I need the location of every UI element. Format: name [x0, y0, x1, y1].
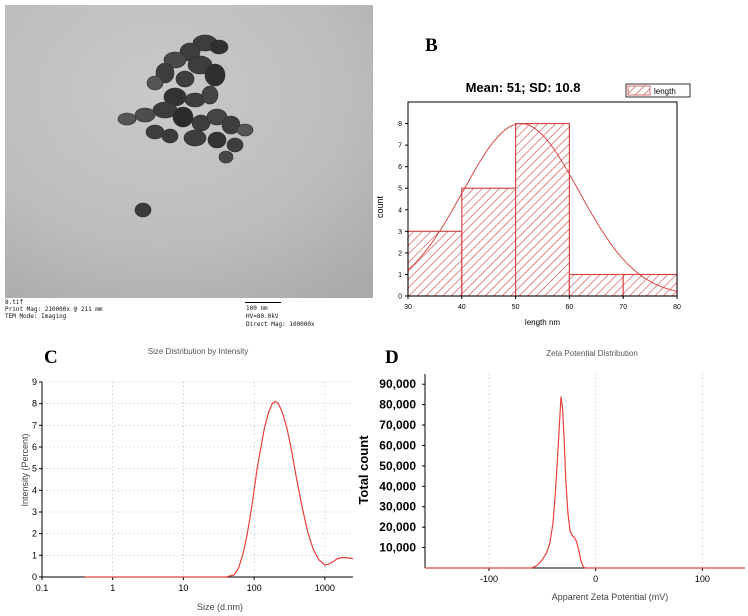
y-tick-label: 10,000 — [379, 541, 416, 555]
nanoparticle-cluster — [117, 34, 254, 218]
tem-mode: TEM Mode: Imaging — [5, 313, 67, 320]
y-tick-label: 0 — [398, 294, 402, 301]
y-tick-label: 60,000 — [379, 438, 416, 452]
x-tick-label: 0 — [593, 574, 598, 584]
y-axis-label: Total count — [356, 435, 371, 505]
y-tick-label: 5 — [32, 464, 37, 474]
x-tick-label: 10 — [178, 583, 188, 593]
y-tick-label: 7 — [32, 420, 37, 430]
histogram-title: Mean: 51; SD: 10.8 — [466, 80, 581, 95]
x-tick-label: 1000 — [315, 583, 335, 593]
tem-scale-bar — [245, 302, 281, 303]
panel-label-b: B — [425, 35, 438, 56]
size-distribution-title: Size Distribution by Intensity — [148, 347, 249, 356]
x-tick-label: 100 — [695, 574, 710, 584]
y-tick-label: 50,000 — [379, 459, 416, 473]
x-tick-label: 30 — [404, 304, 412, 311]
zeta-title: Zeta Potential Distribution — [546, 349, 638, 358]
y-tick-label: 0 — [32, 572, 37, 582]
legend-label: length — [654, 87, 676, 96]
y-tick-label: 30,000 — [379, 500, 416, 514]
histogram-frame — [407, 101, 678, 297]
x-tick-label: 100 — [247, 583, 262, 593]
x-tick-label: 1 — [110, 583, 115, 593]
x-tick-label: 80 — [673, 304, 681, 311]
x-tick-label: 50 — [512, 304, 520, 311]
y-tick-label: 8 — [398, 121, 402, 128]
y-tick-label: 6 — [32, 442, 37, 452]
histogram-bar — [461, 187, 517, 297]
y-tick-label: 20,000 — [379, 520, 416, 534]
y-tick-label: 90,000 — [379, 377, 416, 391]
y-tick-label: 7 — [398, 143, 402, 150]
y-tick-label: 4 — [32, 485, 37, 495]
y-tick-label: 3 — [398, 229, 402, 236]
x-axis-label: Size (d.nm) — [197, 602, 243, 612]
x-axis-label: length nm — [525, 318, 560, 327]
y-tick-label: 5 — [398, 186, 402, 193]
legend-swatch — [627, 85, 651, 96]
y-tick-label: 2 — [398, 250, 402, 257]
panel-label-c: C — [44, 347, 58, 368]
x-tick-label: -100 — [480, 574, 498, 584]
y-tick-label: 2 — [32, 529, 37, 539]
y-tick-label: 1 — [398, 272, 402, 279]
y-tick-label: 9 — [32, 377, 37, 387]
tem-print-mag: Print Mag: 210000x @ 211 mm — [5, 306, 103, 313]
y-tick-label: 3 — [32, 507, 37, 517]
y-axis-label: count — [375, 195, 385, 218]
tem-micrograph — [5, 5, 373, 298]
x-tick-label: 70 — [619, 304, 627, 311]
x-axis-label: Apparent Zeta Potential (mV) — [552, 592, 669, 602]
y-tick-label: 6 — [398, 164, 402, 171]
tem-file-name: 8.tif — [5, 299, 24, 306]
panel-label-d: D — [385, 347, 399, 368]
intensity-series-line — [84, 400, 354, 578]
tem-scale-label: 100 nm — [246, 305, 268, 312]
zeta-series-line — [425, 396, 745, 569]
y-tick-label: 8 — [32, 399, 37, 409]
x-tick-label: 40 — [458, 304, 466, 311]
tem-direct-mag: Direct Mag: 100000x — [246, 321, 315, 328]
tem-hv: HV=80.0kV — [246, 313, 279, 320]
y-tick-label: 40,000 — [379, 479, 416, 493]
x-tick-label: 60 — [566, 304, 574, 311]
y-tick-label: 80,000 — [379, 398, 416, 412]
normal-fit-curve — [407, 123, 678, 292]
y-tick-label: 70,000 — [379, 418, 416, 432]
y-tick-label: 4 — [398, 207, 402, 214]
x-tick-label: 0.1 — [36, 583, 49, 593]
y-axis-label: Intensity (Percent) — [20, 433, 30, 506]
y-tick-label: 1 — [32, 550, 37, 560]
